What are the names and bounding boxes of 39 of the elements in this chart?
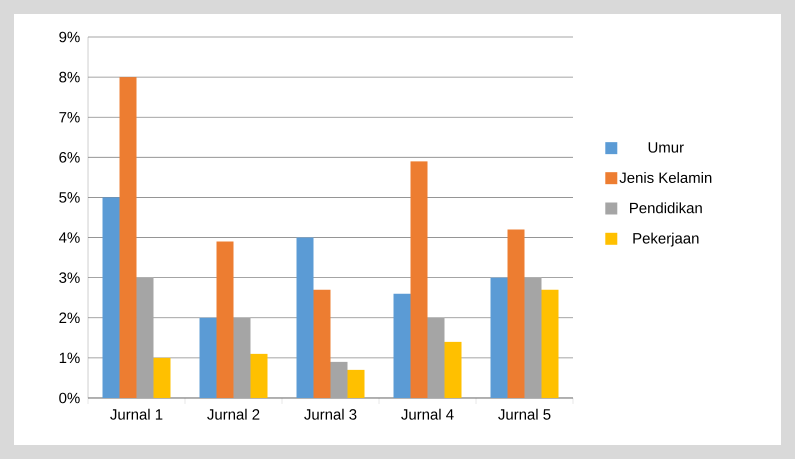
legend-label: Umur — [648, 142, 684, 153]
bar — [154, 358, 171, 398]
bar — [200, 318, 217, 398]
x-tick-label: Jurnal 3 — [304, 408, 356, 420]
y-tick-label: 4% — [58, 232, 80, 243]
bar — [394, 294, 411, 398]
bar — [348, 370, 365, 398]
y-tick-label: 9% — [59, 32, 80, 42]
bar — [250, 354, 268, 398]
y-tick-label: 6% — [59, 152, 80, 163]
bar — [296, 238, 314, 398]
bar — [234, 318, 251, 398]
bar — [410, 161, 428, 398]
y-tick-label: 0% — [59, 392, 80, 404]
legend-label: Pekerjaan — [633, 232, 698, 247]
bar — [444, 342, 462, 398]
x-tick-label: Jurnal 1 — [110, 408, 162, 420]
bar — [216, 242, 234, 398]
y-tick-label: 1% — [60, 352, 80, 364]
x-tick-label: Jurnal 5 — [498, 408, 550, 420]
x-tick-label: Jurnal 4 — [401, 408, 454, 420]
y-tick-label: 5% — [59, 192, 80, 203]
x-tick-label: Jurnal 2 — [207, 408, 260, 420]
bar — [542, 290, 559, 398]
bar — [508, 230, 525, 398]
y-tick-label: 7% — [59, 112, 80, 122]
bar — [136, 278, 154, 398]
bar — [490, 278, 508, 398]
legend-label: Jenis Kelamin — [620, 172, 712, 183]
bar — [102, 197, 120, 398]
y-tick-label: 2% — [59, 312, 80, 324]
legend-label: Pendidikan — [630, 202, 702, 214]
bar — [524, 278, 542, 398]
bar — [314, 290, 331, 398]
y-tick-label: 3% — [59, 272, 80, 283]
bar — [330, 362, 348, 398]
bar — [120, 77, 137, 398]
bar — [428, 318, 445, 398]
y-tick-label: 8% — [59, 72, 80, 82]
